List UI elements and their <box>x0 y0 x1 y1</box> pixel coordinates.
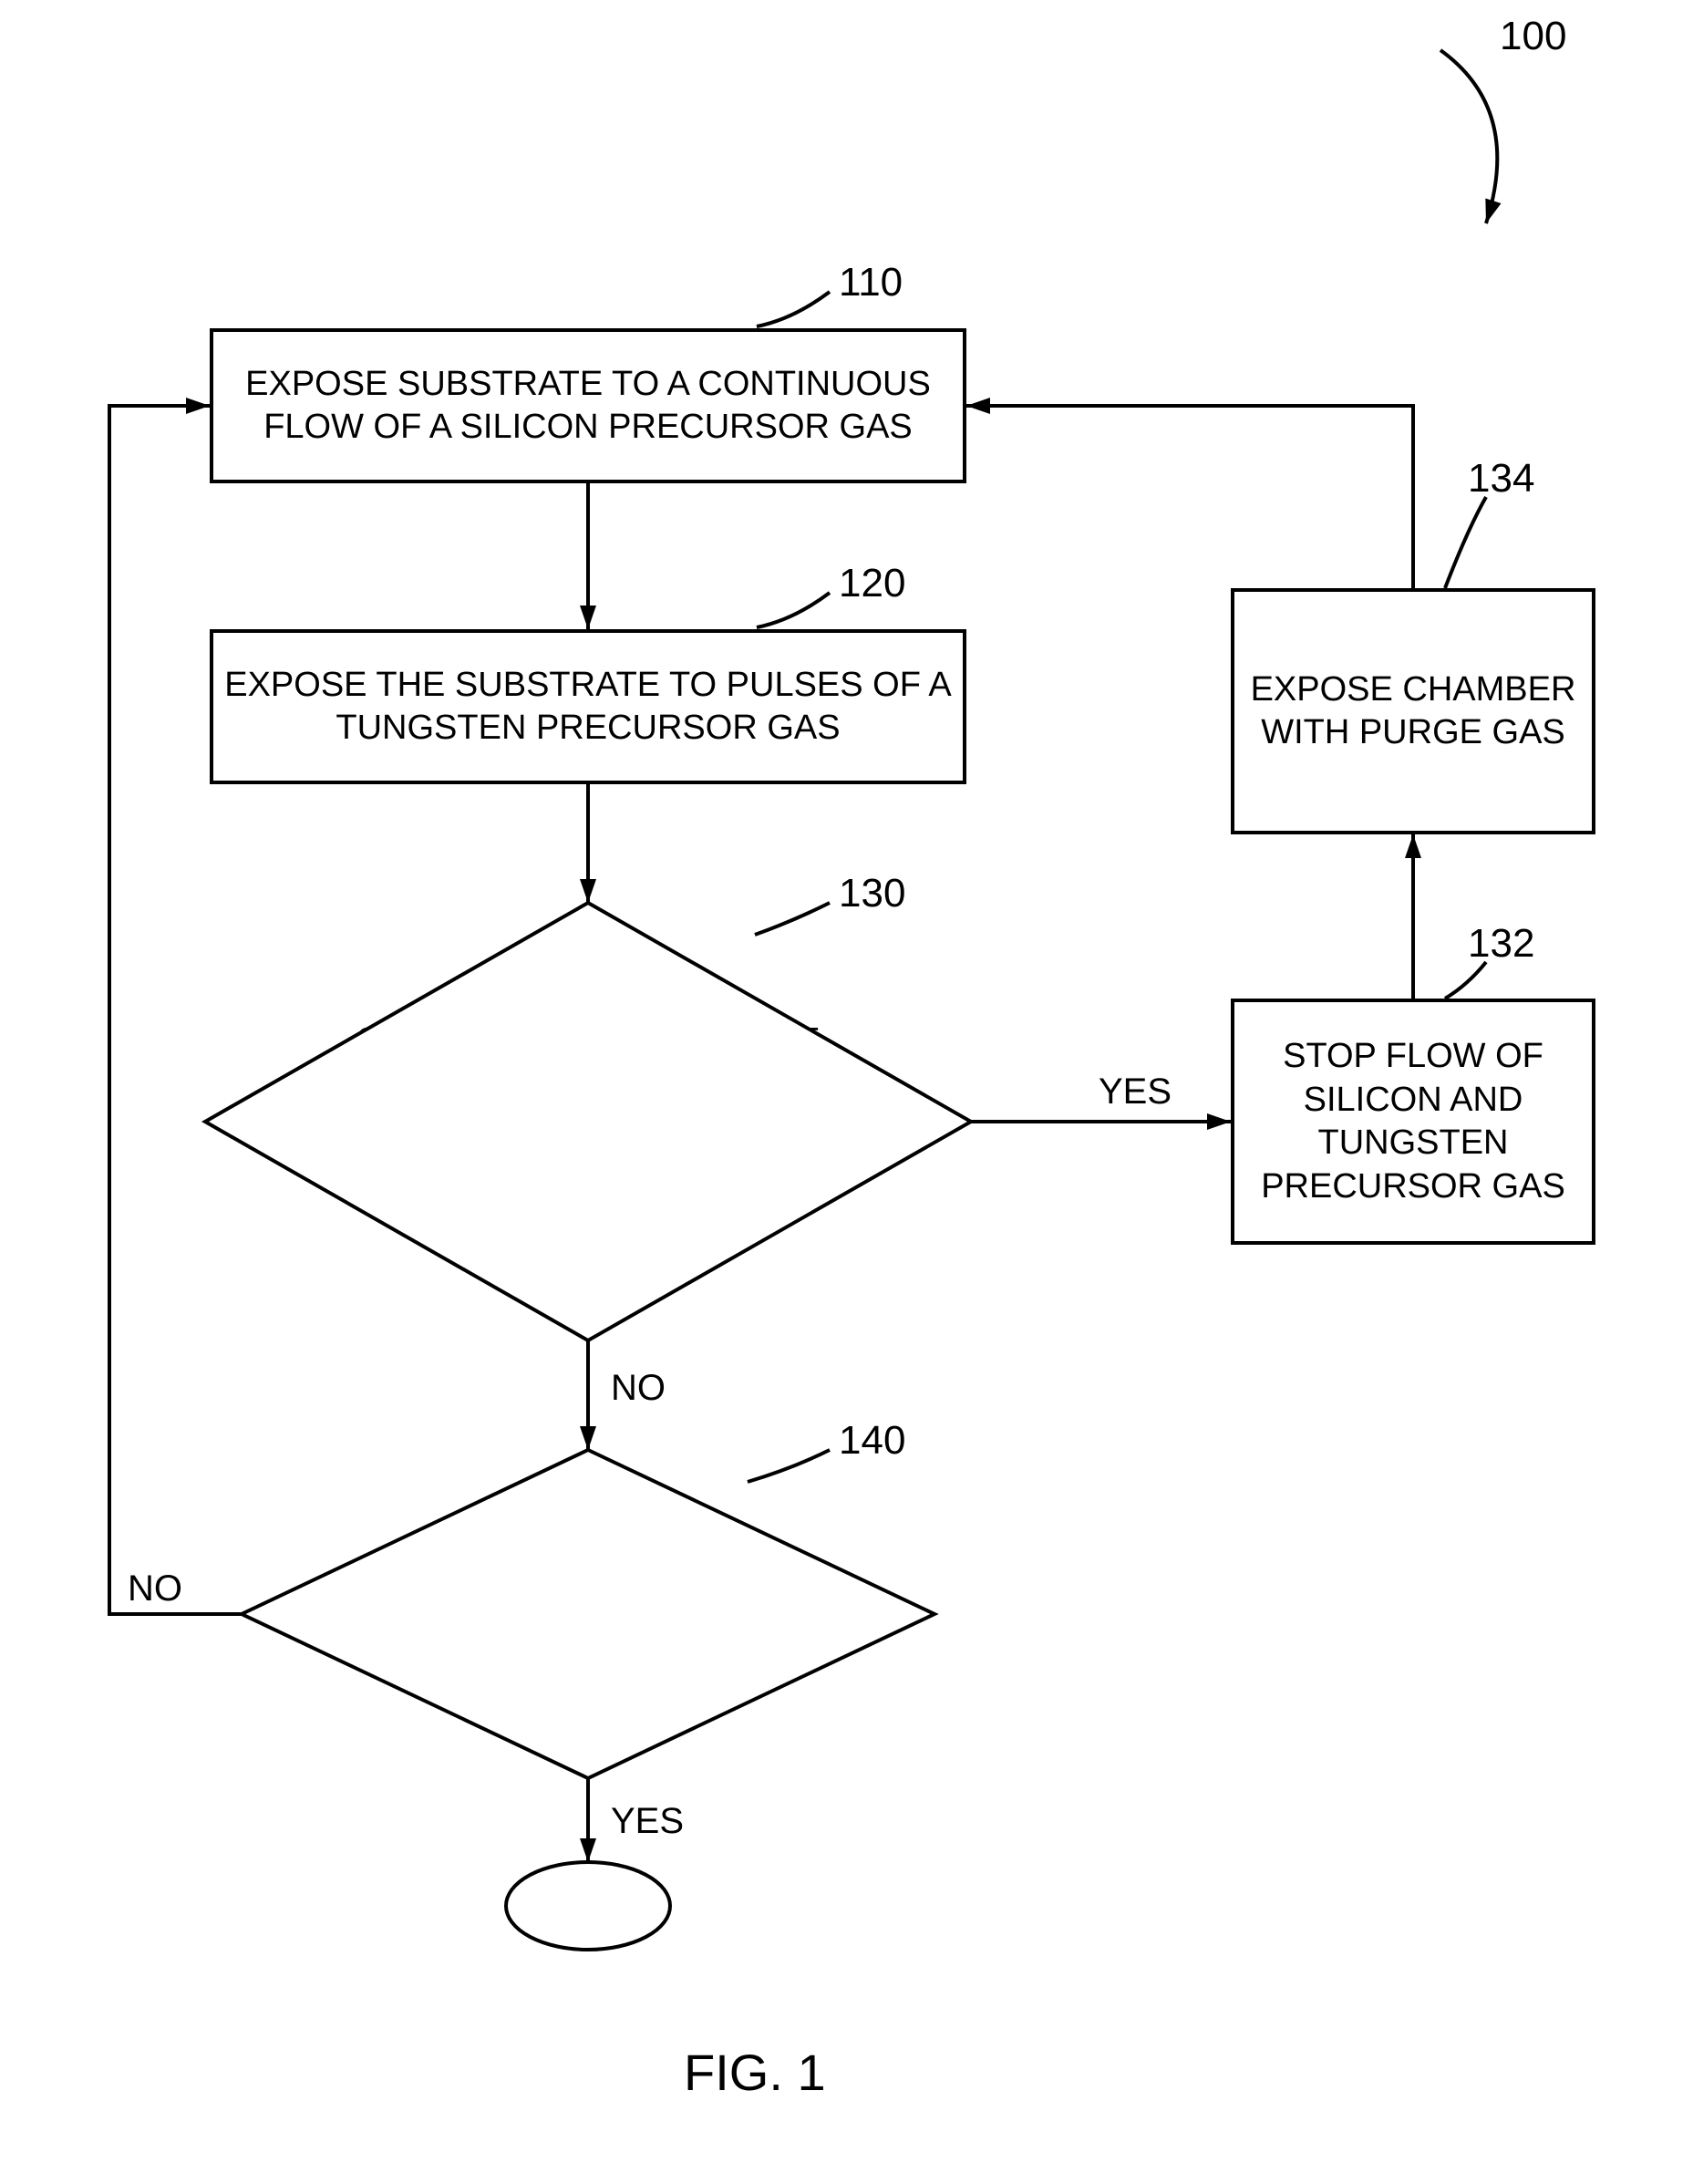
process-box-134: EXPOSE CHAMBER WITH PURGE GAS <box>1231 588 1595 834</box>
decision-130-text: OPTIONAL CHAMBER PURGE AFTER PREDETERMIN… <box>351 1019 826 1224</box>
ref-label-140: 140 <box>839 1418 905 1464</box>
ref-label-100: 100 <box>1500 14 1566 59</box>
process-box-110-text: EXPOSE SUBSTRATE TO A CONTINUOUS FLOW OF… <box>224 363 952 450</box>
edge-label-no-130: NO <box>611 1368 666 1409</box>
edge-label-no-140: NO <box>128 1568 182 1610</box>
edge-label-yes-130: YES <box>1099 1071 1172 1113</box>
process-box-134-text: EXPOSE CHAMBER WITH PURGE GAS <box>1245 668 1581 755</box>
flowchart-canvas: EXPOSE SUBSTRATE TO A CONTINUOUS FLOW OF… <box>0 0 1693 2184</box>
process-box-110: EXPOSE SUBSTRATE TO A CONTINUOUS FLOW OF… <box>210 328 966 483</box>
terminator-end-text: END <box>538 1886 638 1926</box>
edge-label-yes-140: YES <box>611 1801 684 1842</box>
process-box-120-text: EXPOSE THE SUBSTRATE TO PULSES OF A TUNG… <box>224 664 952 750</box>
ref-label-134: 134 <box>1468 456 1534 502</box>
ref-label-110: 110 <box>839 260 903 305</box>
decision-130-text-wrap: OPTIONAL CHAMBER PURGE AFTER PREDETERMIN… <box>351 951 826 1292</box>
figure-caption: FIG. 1 <box>684 2043 826 2102</box>
process-box-120: EXPOSE THE SUBSTRATE TO PULSES OF A TUNG… <box>210 629 966 784</box>
process-box-132: STOP FLOW OF SILICON AND TUNGSTEN PRECUR… <box>1231 999 1595 1245</box>
decision-140-text: PREDETERMINED THICKNESS OF TUNGSTEN SILI… <box>373 1532 802 1696</box>
decision-140-text-wrap: PREDETERMINED THICKNESS OF TUNGSTEN SILI… <box>373 1486 802 1743</box>
process-box-132-text: STOP FLOW OF SILICON AND TUNGSTEN PRECUR… <box>1245 1035 1581 1208</box>
ref-label-120: 120 <box>839 561 905 606</box>
ref-label-132: 132 <box>1468 921 1534 967</box>
ref-label-130: 130 <box>839 871 905 916</box>
